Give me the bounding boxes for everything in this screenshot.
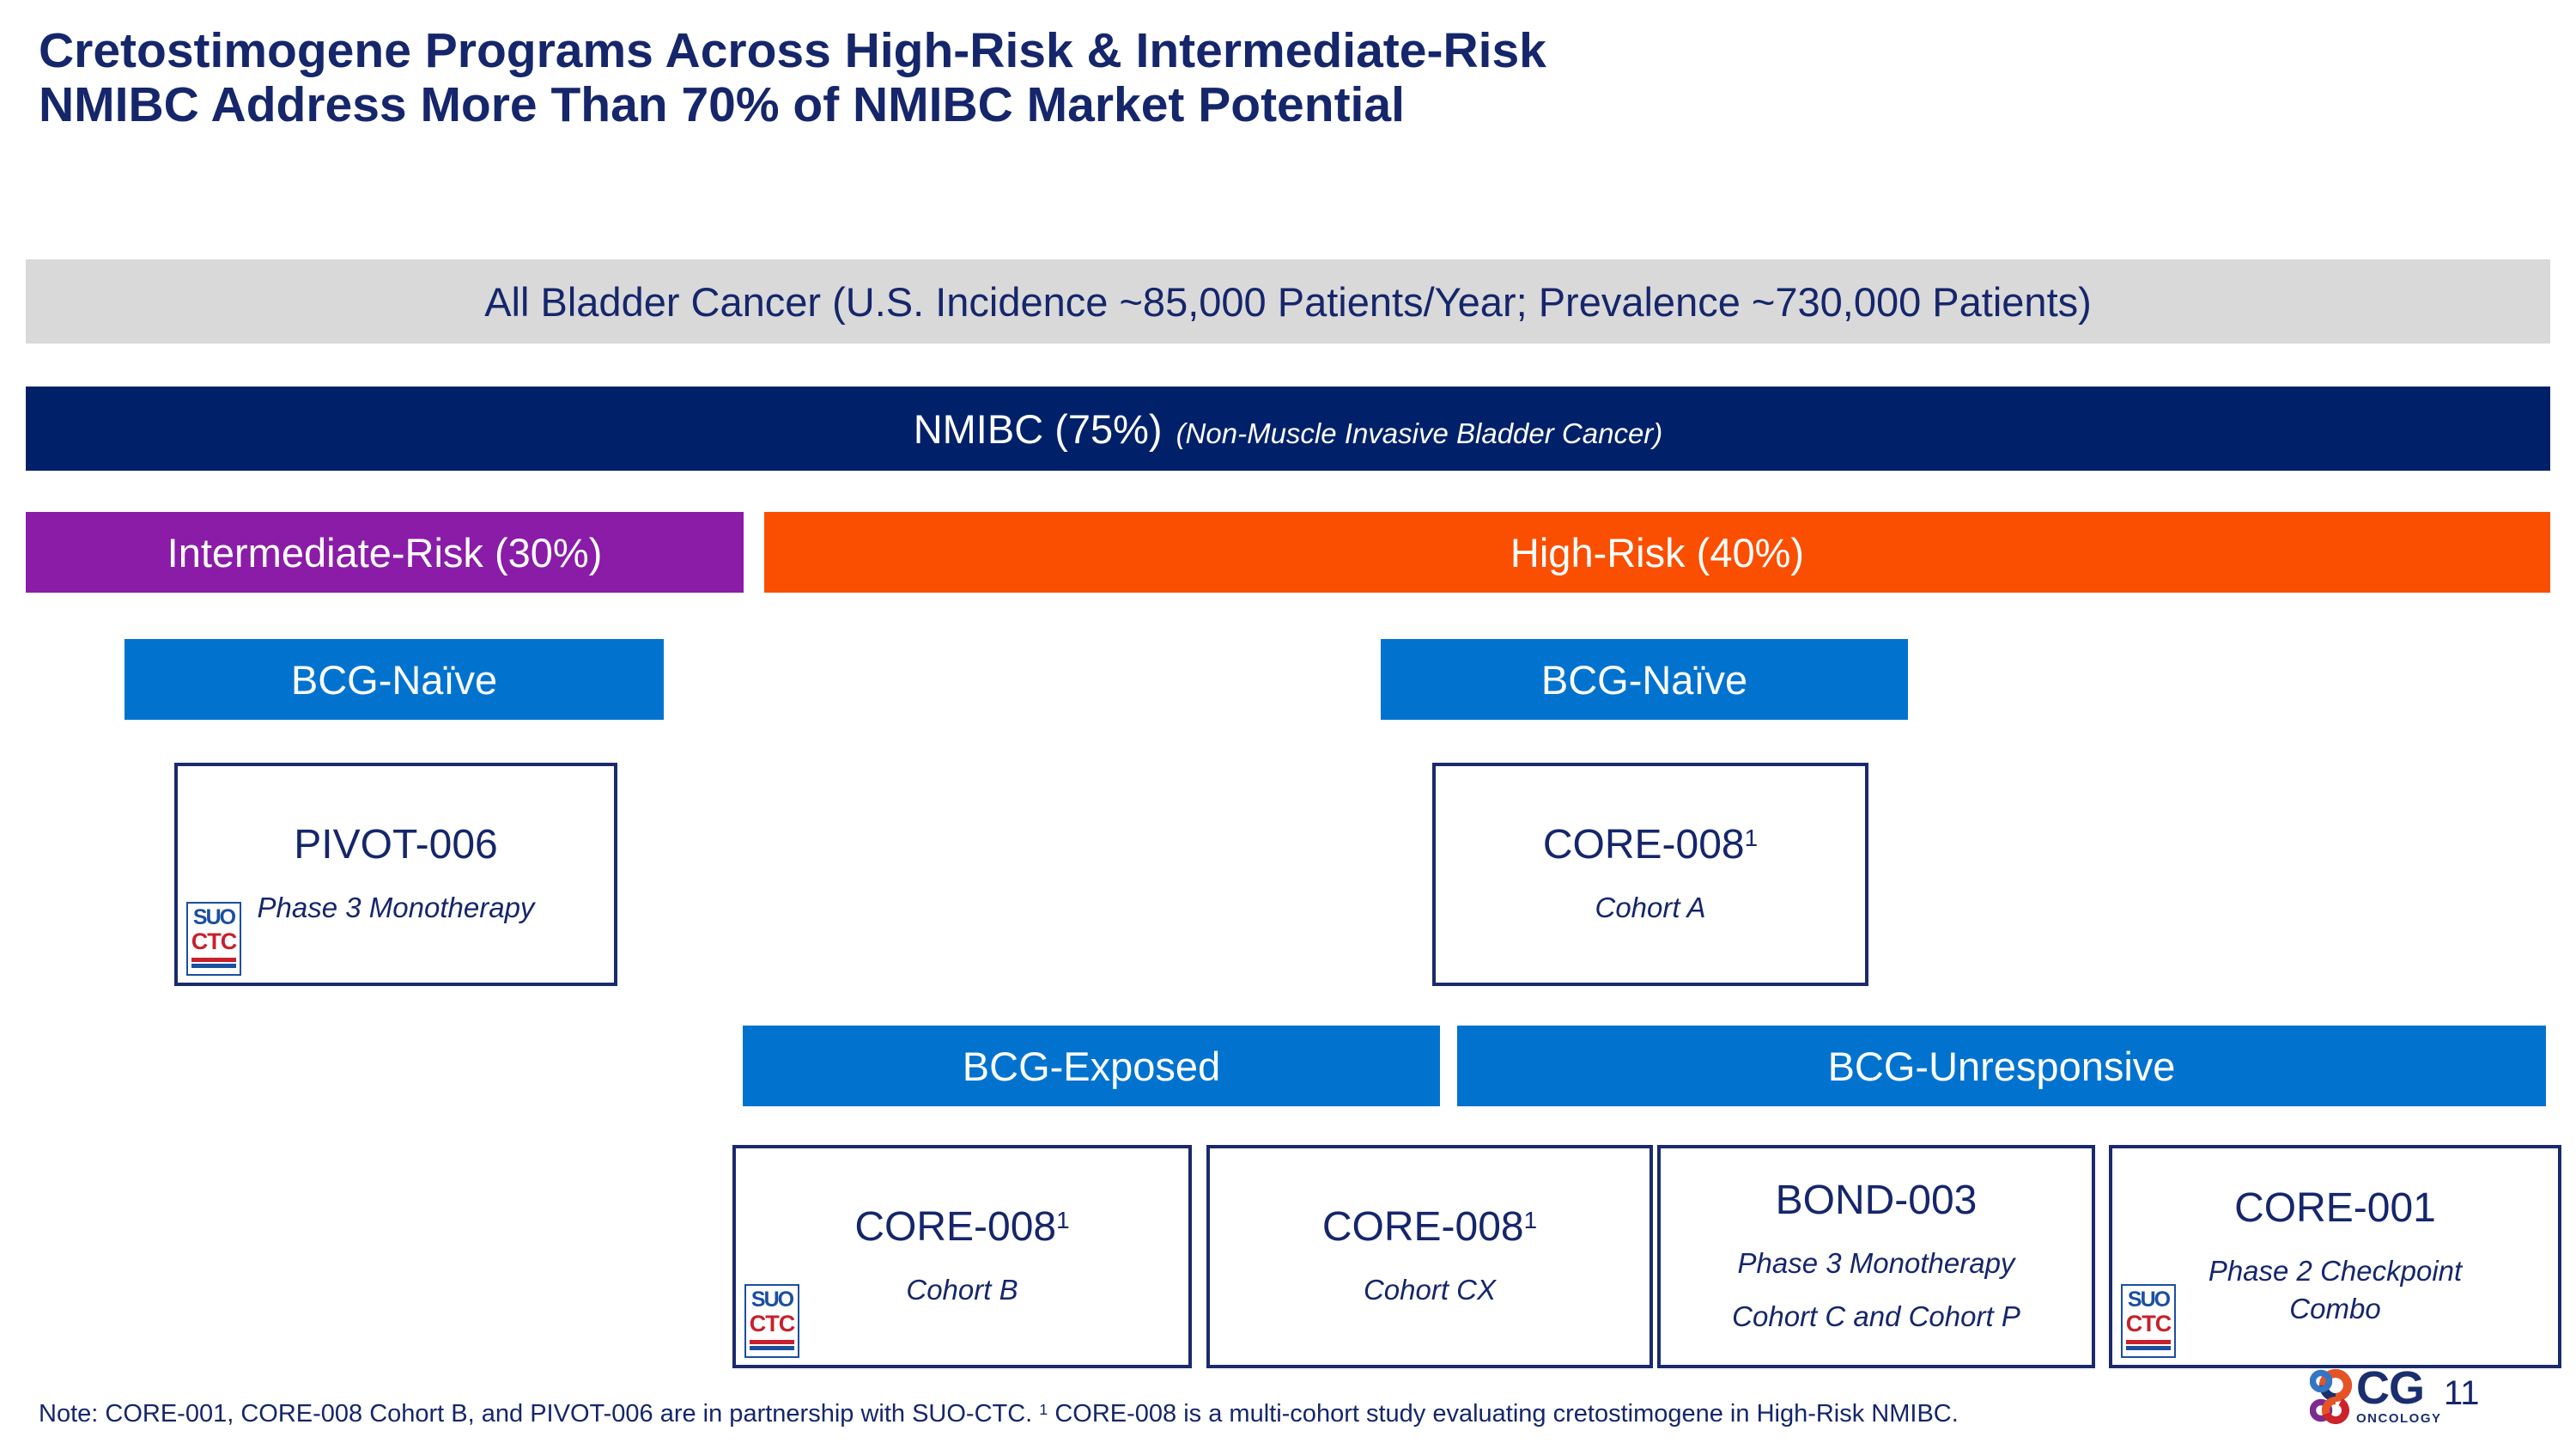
suo-ctc-logo-bottom: CTC bbox=[191, 928, 237, 954]
suo-ctc-logo-top: SUO bbox=[2127, 1288, 2171, 1312]
program-subtitle: Phase 3 Monotherapy bbox=[1737, 1247, 2015, 1280]
program-box-pivot-006: PIVOT-006 Phase 3 Monotherapy SUO CTC bbox=[174, 763, 617, 986]
page-number: 11 bbox=[2444, 1374, 2480, 1412]
suo-ctc-logo: SUO CTC bbox=[2121, 1284, 2176, 1358]
cg-oncology-logo: CG ONCOLOGY bbox=[2310, 1362, 2442, 1431]
program-title: CORE-0081 bbox=[1321, 1204, 1538, 1251]
all-bladder-cancer-bar: All Bladder Cancer (U.S. Incidence ~85,0… bbox=[26, 259, 2550, 344]
suo-ctc-logo-strip-red bbox=[2126, 1340, 2171, 1344]
suo-ctc-logo-top: SUO bbox=[750, 1288, 794, 1312]
program-title: CORE-001 bbox=[2234, 1185, 2436, 1232]
bcg-unresponsive-label: BCG-Unresponsive bbox=[1827, 1043, 2176, 1089]
program-subtitle: Phase 2 Checkpoint bbox=[2208, 1255, 2463, 1288]
intermediate-risk-label: Intermediate-Risk (30%) bbox=[167, 529, 603, 575]
cg-oncology-logo-mark bbox=[2310, 1369, 2352, 1424]
program-title: CORE-0081 bbox=[854, 1204, 1070, 1251]
footnote-part1: Note: CORE-001, CORE-008 Cohort B, and P… bbox=[39, 1400, 1040, 1428]
program-subtitle-2: Cohort C and Cohort P bbox=[1732, 1300, 2020, 1332]
program-title: BOND-003 bbox=[1775, 1178, 1978, 1224]
bcg-naive-high-label: BCG-Naïve bbox=[1540, 656, 1748, 703]
program-title: PIVOT-006 bbox=[294, 822, 498, 868]
program-subtitle-2: Combo bbox=[2289, 1293, 2381, 1324]
program-box-core-008-cohort-cx: CORE-0081 Cohort CX bbox=[1206, 1145, 1653, 1368]
program-subtitle: Phase 3 Monotherapy bbox=[257, 892, 535, 924]
bcg-exposed-label: BCG-Exposed bbox=[962, 1043, 1221, 1089]
footnote: Note: CORE-001, CORE-008 Cohort B, and P… bbox=[39, 1400, 1959, 1428]
bcg-unresponsive-bar: BCG-Unresponsive bbox=[1457, 1026, 2546, 1106]
nmibc-label: NMIBC (75%) bbox=[913, 405, 1163, 452]
all-bladder-cancer-label: All Bladder Cancer (U.S. Incidence ~85,0… bbox=[484, 278, 2092, 325]
program-title: CORE-0081 bbox=[1542, 822, 1759, 868]
suo-ctc-logo-bottom: CTC bbox=[2125, 1311, 2172, 1336]
nmibc-sublabel: (Non-Muscle Invasive Bladder Cancer) bbox=[1176, 417, 1663, 449]
bcg-naive-high-bar: BCG-Naïve bbox=[1381, 639, 1908, 720]
oncology-logo-word: ONCOLOGY bbox=[2356, 1410, 2442, 1426]
suo-ctc-logo-strip-blue bbox=[750, 1346, 794, 1350]
page-title-line2: NMIBC Address More Than 70% of NMIBC Mar… bbox=[39, 76, 1405, 132]
page-title-line1: Cretostimogene Programs Across High-Risk… bbox=[39, 23, 1546, 78]
bcg-naive-intermediate-bar: BCG-Naïve bbox=[125, 639, 664, 720]
suo-ctc-logo-strip-blue bbox=[2126, 1346, 2171, 1350]
high-risk-bar: High-Risk (40%) bbox=[764, 512, 2550, 593]
program-box-core-008-cohort-a: CORE-0081 Cohort A bbox=[1432, 763, 1868, 986]
program-subtitle: Cohort A bbox=[1595, 892, 1706, 924]
nmibc-label-row: NMIBC (75%) (Non-Muscle Invasive Bladder… bbox=[914, 405, 1663, 453]
nmibc-bar: NMIBC (75%) (Non-Muscle Invasive Bladder… bbox=[26, 387, 2550, 471]
bcg-naive-intermediate-label: BCG-Naïve bbox=[290, 656, 498, 703]
suo-ctc-logo-bottom: CTC bbox=[749, 1311, 795, 1336]
page-title: Cretostimogene Programs Across High-Risk… bbox=[39, 24, 2409, 131]
suo-ctc-logo: SUO CTC bbox=[744, 1284, 799, 1358]
suo-ctc-logo: SUO CTC bbox=[186, 902, 241, 976]
suo-ctc-logo-strip-blue bbox=[191, 964, 236, 968]
program-subtitle: Cohort CX bbox=[1363, 1274, 1497, 1306]
suo-ctc-logo-top: SUO bbox=[192, 905, 236, 929]
program-box-bond-003: BOND-003 Phase 3 Monotherapy Cohort C an… bbox=[1657, 1145, 2095, 1368]
program-box-core-008-cohort-b: CORE-0081 Cohort B SUO CTC bbox=[732, 1145, 1192, 1368]
program-box-core-001: CORE-001 Phase 2 Checkpoint Combo SUO CT… bbox=[2109, 1145, 2561, 1368]
footnote-superscript: 1 bbox=[1039, 1400, 1048, 1418]
intermediate-risk-bar: Intermediate-Risk (30%) bbox=[26, 512, 744, 593]
bcg-exposed-bar: BCG-Exposed bbox=[743, 1026, 1440, 1106]
suo-ctc-logo-strip-red bbox=[191, 958, 236, 962]
program-subtitle: Cohort B bbox=[906, 1274, 1018, 1306]
high-risk-label: High-Risk (40%) bbox=[1510, 529, 1805, 575]
suo-ctc-logo-strip-red bbox=[750, 1340, 794, 1344]
cg-oncology-logo-text: CG ONCOLOGY bbox=[2356, 1362, 2442, 1426]
cg-logo-word: CG bbox=[2356, 1362, 2425, 1414]
footnote-part2: CORE-008 is a multi-cohort study evaluat… bbox=[1048, 1400, 1959, 1428]
